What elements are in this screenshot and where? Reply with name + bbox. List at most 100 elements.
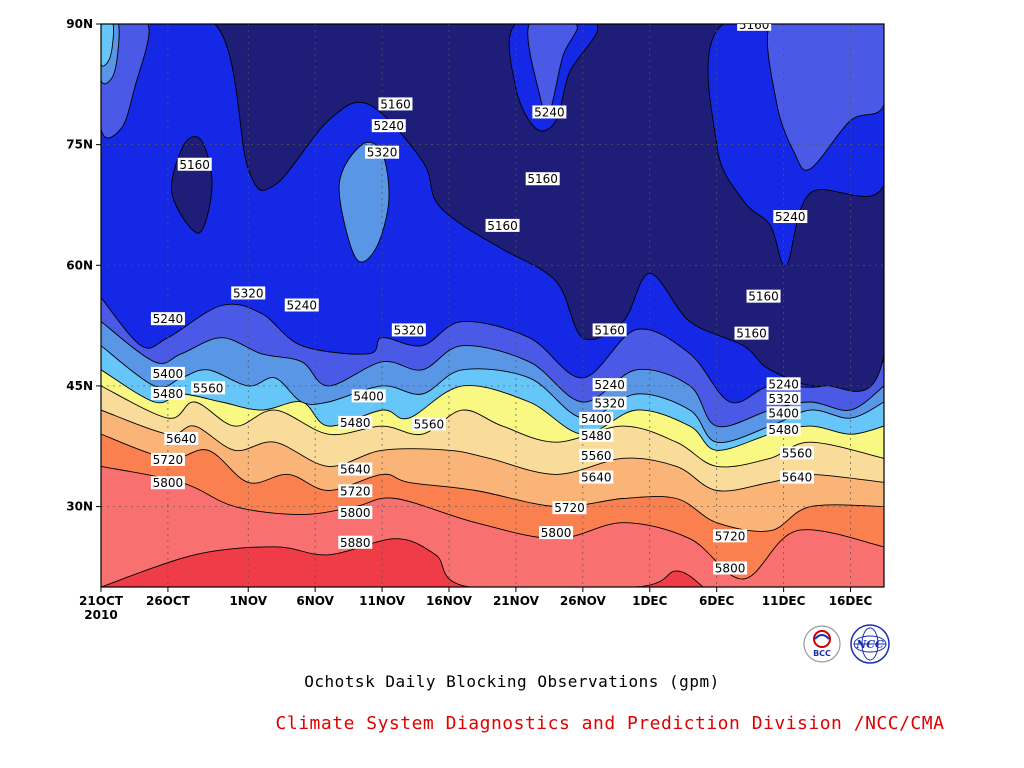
contour-label: 5160 xyxy=(177,157,212,172)
contour-label: 5480 xyxy=(338,415,373,430)
contour-label-bg xyxy=(579,411,614,425)
contour-label-text: 5240 xyxy=(286,299,317,313)
contour-label-text: 5640 xyxy=(340,463,371,477)
contour-label-bg xyxy=(766,423,801,437)
contour-label-text: 5720 xyxy=(554,501,585,515)
contour-label: 5640 xyxy=(579,470,614,485)
contour-label-bg xyxy=(766,377,801,391)
contour-label-bg xyxy=(150,386,185,400)
contour-label-text: 5800 xyxy=(340,506,371,520)
contour-label: 5400 xyxy=(766,406,801,420)
contour-label-text: 5160 xyxy=(748,290,779,304)
contour-label-text: 5320 xyxy=(233,286,264,300)
contour-label-text: 5480 xyxy=(581,429,612,443)
contour-label-bg xyxy=(746,289,781,303)
contour-label-bg xyxy=(485,218,520,232)
contour-label: 5640 xyxy=(338,462,373,477)
contour-line-5560 xyxy=(101,385,884,468)
contour-label-bg xyxy=(150,452,185,466)
contour-label: 5160 xyxy=(378,97,413,111)
credit-text: Climate System Diagnostics and Predictio… xyxy=(275,713,945,734)
contour-label-bg xyxy=(365,145,400,159)
x-tick-label: 26OCT xyxy=(146,594,191,608)
contour-label-bg xyxy=(780,470,814,484)
x-tick-label: 26NOV xyxy=(560,594,607,608)
contour-island-8 xyxy=(101,24,114,67)
contour-label: 5560 xyxy=(579,448,614,463)
contour-label: 5240 xyxy=(532,105,567,119)
contour-label-bg xyxy=(378,97,413,111)
contour-label-bg xyxy=(338,415,373,429)
contour-label-text: 5400 xyxy=(768,406,799,420)
contour-label-bg xyxy=(713,561,748,575)
contour-label-text: 5800 xyxy=(153,476,184,490)
contour-label-bg xyxy=(284,298,319,312)
contour-label: 5320 xyxy=(592,396,627,411)
grid-lines xyxy=(101,24,884,587)
ncc-logo-text: NCC xyxy=(855,638,884,651)
contour-label-text: 5560 xyxy=(581,449,612,463)
contour-label-text: 5240 xyxy=(775,210,806,224)
contour-label-bg xyxy=(338,462,373,476)
y-tick-label: 45N xyxy=(66,379,93,393)
contour-label: 5240 xyxy=(150,312,185,326)
contour-label-bg xyxy=(737,24,772,31)
x-tick-label: 1DEC xyxy=(632,594,668,608)
contour-label: 5400 xyxy=(579,411,614,426)
contour-label: 5800 xyxy=(539,526,574,540)
contour-label: 5160 xyxy=(525,172,560,186)
contour-line-5880 xyxy=(101,538,704,587)
contour-line-5640 xyxy=(101,409,884,492)
contour-label-text: 5560 xyxy=(782,446,813,460)
contour-label-bg xyxy=(177,157,212,171)
contour-label: 5640 xyxy=(164,432,199,446)
contour-label-text: 5160 xyxy=(594,323,625,337)
contour-label: 5480 xyxy=(766,423,801,437)
x-tick-label: 1NOV xyxy=(229,594,267,608)
contour-label-text: 5320 xyxy=(594,397,625,411)
x-tick-label: 21OCT xyxy=(79,594,124,608)
x-tick-label: 16NOV xyxy=(426,594,473,608)
contour-labels: 5160516052405320524051605160516052405160… xyxy=(150,24,814,576)
y-tick-label: 75N xyxy=(66,138,93,152)
contour-label-bg xyxy=(411,417,446,431)
contour-label: 5240 xyxy=(371,119,406,133)
contour-label: 5480 xyxy=(150,386,185,401)
contour-label-bg xyxy=(525,172,560,186)
contour-label-text: 5720 xyxy=(340,484,371,498)
contour-label: 5720 xyxy=(338,484,373,498)
x-tick-sublabel: 2010 xyxy=(84,608,117,622)
contour-label-bg xyxy=(150,312,185,326)
ncc-logo: NCC xyxy=(850,624,890,664)
contour-label: 5880 xyxy=(338,535,373,550)
contour-label-bg xyxy=(592,323,627,337)
contour-label: 5160 xyxy=(592,323,627,337)
plot-frame xyxy=(100,23,885,588)
contour-label-bg xyxy=(579,428,614,442)
contour-label-text: 5720 xyxy=(153,453,184,467)
contour-label-text: 5240 xyxy=(768,377,799,391)
chart-title: Ochotsk Daily Blocking Observations (gpm… xyxy=(304,672,720,691)
contour-label: 5320 xyxy=(365,145,400,160)
contour-label-text: 5400 xyxy=(581,412,612,426)
contour-label-bg xyxy=(338,506,373,520)
contour-label: 5160 xyxy=(734,326,769,341)
contour-label-bg xyxy=(338,535,373,549)
contour-label-bg xyxy=(579,448,614,462)
contour-label-text: 5320 xyxy=(394,323,425,337)
bcc-logo-text: BCC xyxy=(813,649,831,658)
contour-label-bg xyxy=(338,484,373,498)
contour-island-3 xyxy=(527,24,578,116)
contour-label-bg xyxy=(734,326,769,340)
contour-label-text: 5160 xyxy=(487,219,518,233)
contour-label-text: 5240 xyxy=(534,105,565,119)
contour-line-5400 xyxy=(101,345,884,443)
contour-label-text: 5560 xyxy=(193,381,224,395)
contour-label: 5720 xyxy=(552,501,587,515)
contour-label: 5320 xyxy=(766,391,801,406)
contour-label-text: 5480 xyxy=(340,416,371,430)
contour-label-text: 5880 xyxy=(340,536,371,550)
contour-island-1 xyxy=(338,141,390,263)
contour-label-text: 5720 xyxy=(715,529,746,543)
